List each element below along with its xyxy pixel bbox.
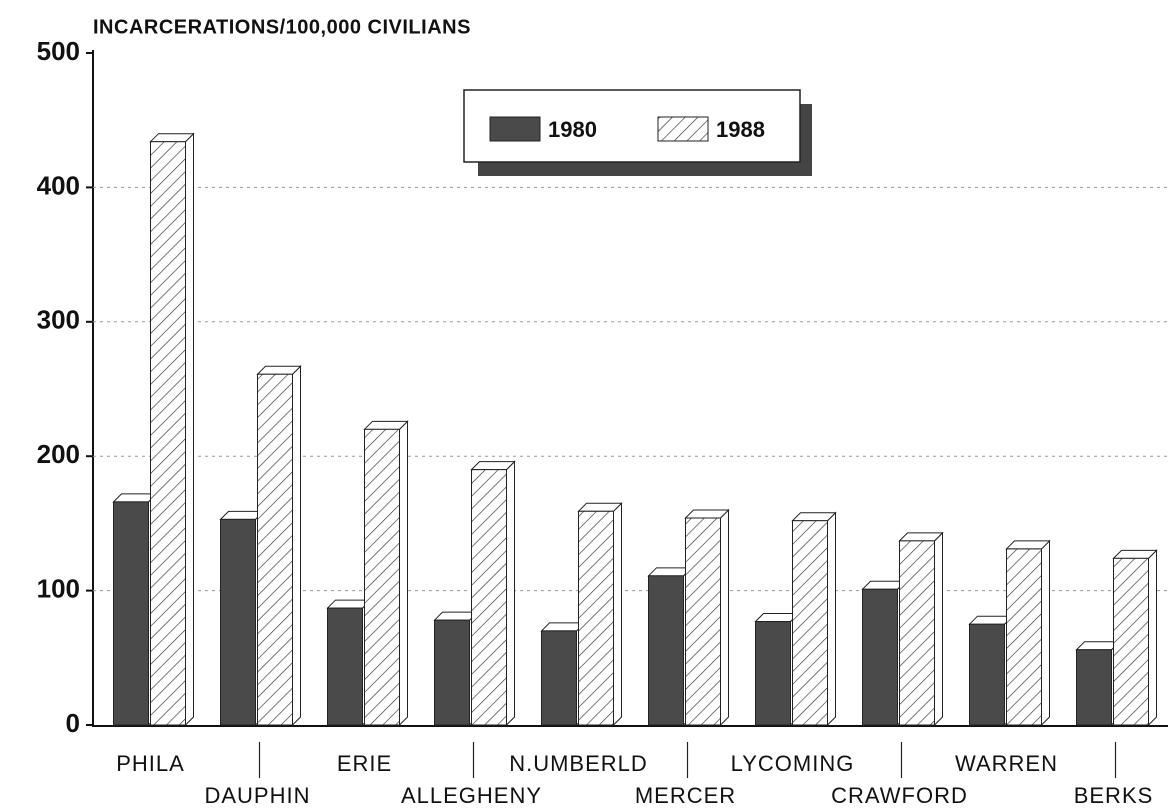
bar-top [577, 502, 623, 512]
bar [1006, 548, 1042, 726]
bar [969, 623, 1005, 726]
x-tick-label: LYCOMING [731, 751, 855, 776]
bar-side [827, 511, 836, 727]
bar-side [185, 132, 194, 727]
bar [648, 575, 684, 726]
bar [578, 510, 614, 726]
bar [685, 517, 721, 726]
bar-top [363, 420, 409, 430]
x-tick-label: ERIE [337, 751, 392, 776]
bar-top [256, 365, 302, 375]
y-tick-label: 400 [37, 170, 80, 200]
y-tick-label: 100 [37, 573, 80, 603]
bar-side [399, 420, 408, 727]
bar [1076, 649, 1112, 726]
bar [755, 621, 791, 726]
legend-label: 1980 [548, 117, 597, 142]
legend-swatch [489, 116, 541, 142]
x-tick-label: PHILA [116, 751, 185, 776]
bar [327, 607, 363, 726]
bar [364, 428, 400, 726]
chart-title: INCARCERATIONS/100,000 CIVILIANS [93, 16, 471, 38]
x-tick-label: CRAWFORD [831, 783, 968, 808]
legend-swatch [657, 116, 709, 142]
bar-top [470, 461, 516, 471]
bar-top [791, 512, 837, 522]
x-tick-label: MERCER [635, 783, 736, 808]
legend-label: 1988 [716, 117, 765, 142]
bar [792, 520, 828, 726]
bar-top [1112, 549, 1158, 559]
bar-side [292, 365, 301, 727]
bar [434, 619, 470, 726]
y-tick-label: 500 [37, 36, 80, 66]
x-tick-label: BERKS [1074, 783, 1154, 808]
bar [541, 630, 577, 726]
y-tick-label: 300 [37, 305, 80, 335]
bar-side [934, 531, 943, 727]
bar-top [898, 532, 944, 542]
bar [257, 373, 293, 726]
bar [150, 141, 186, 726]
y-tick-label: 0 [66, 708, 80, 738]
bar [862, 588, 898, 726]
bar-side [613, 502, 622, 727]
bar [113, 501, 149, 726]
bar [1113, 557, 1149, 726]
bar [899, 540, 935, 726]
bar-side [1148, 549, 1157, 727]
x-tick-label: DAUPHIN [204, 783, 310, 808]
y-tick-label: 200 [37, 439, 80, 469]
bar-side [720, 508, 729, 727]
bar-top [1005, 540, 1051, 550]
x-tick-label: N.UMBERLD [509, 751, 648, 776]
bar-top [684, 509, 730, 519]
x-tick-label: WARREN [955, 751, 1058, 776]
bar-top [149, 133, 195, 143]
bar [471, 469, 507, 726]
x-tick-label: ALLEGHENY [401, 783, 542, 808]
bar-side [1041, 539, 1050, 727]
bar-side [506, 460, 515, 727]
bar [220, 518, 256, 726]
